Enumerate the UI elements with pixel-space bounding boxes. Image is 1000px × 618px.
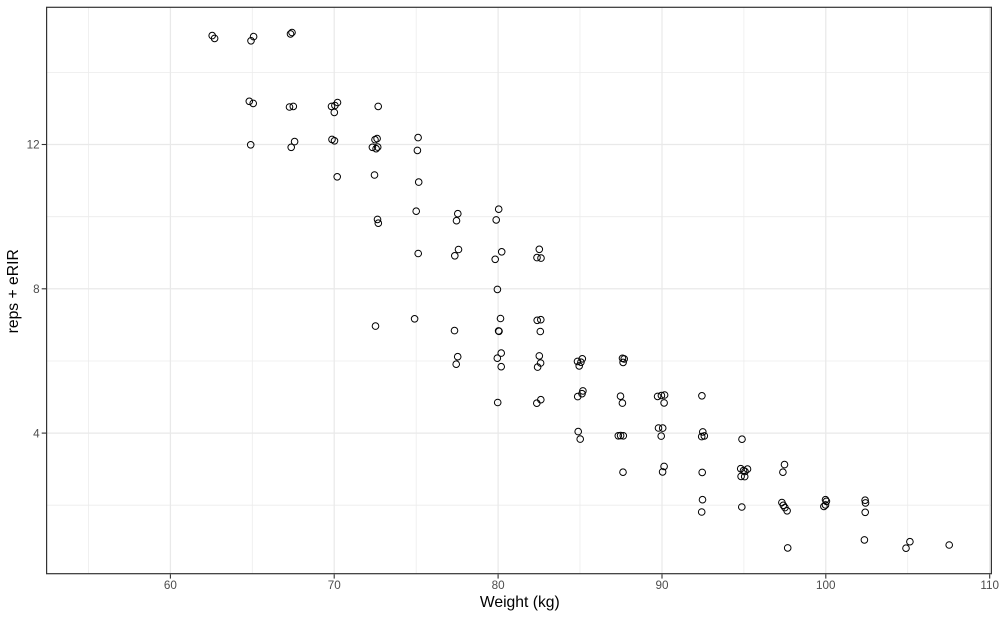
- svg-text:8: 8: [33, 283, 40, 296]
- svg-text:70: 70: [328, 579, 342, 592]
- svg-text:80: 80: [492, 579, 506, 592]
- svg-text:60: 60: [164, 579, 178, 592]
- svg-text:90: 90: [655, 579, 669, 592]
- svg-text:Weight (kg): Weight (kg): [480, 594, 560, 611]
- svg-text:12: 12: [27, 139, 40, 152]
- svg-text:4: 4: [33, 427, 40, 440]
- svg-text:110: 110: [980, 579, 999, 592]
- svg-text:reps + eRIR: reps + eRIR: [5, 249, 22, 333]
- svg-text:100: 100: [816, 579, 836, 592]
